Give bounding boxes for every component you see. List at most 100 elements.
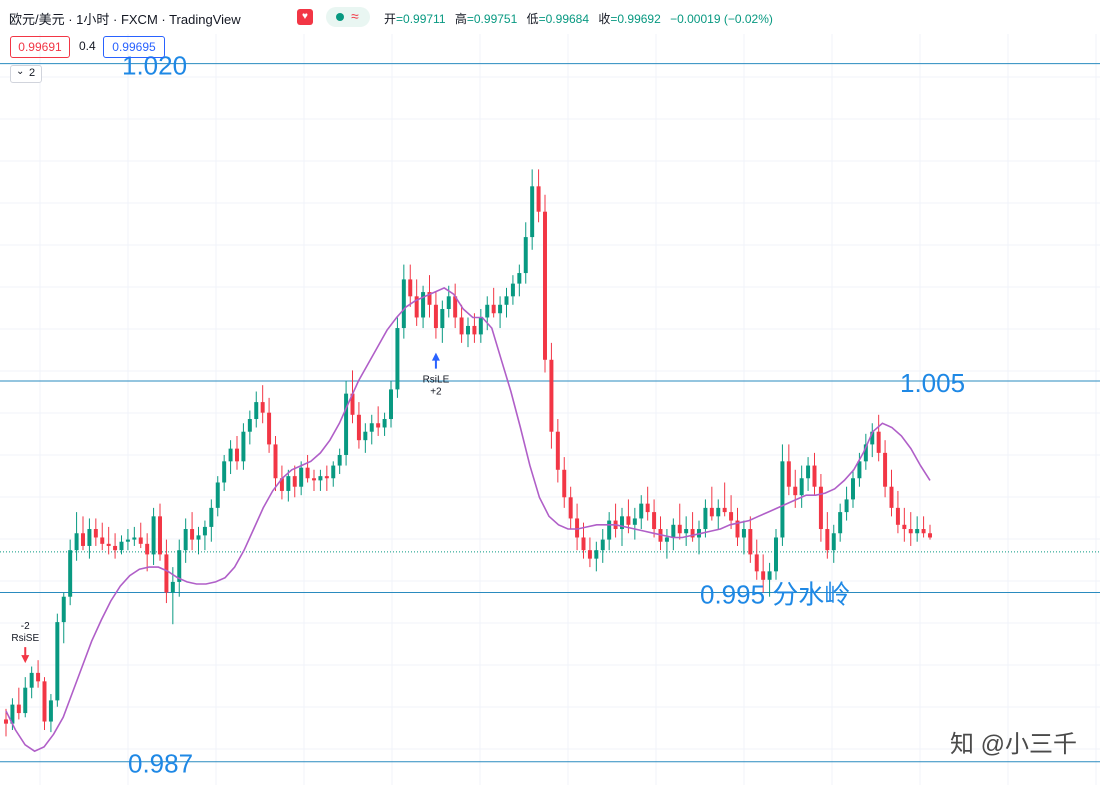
horizontal-levels [0, 63, 1100, 763]
indicators-toggle-button[interactable]: ⌄ 2 [10, 65, 42, 83]
candle-body [440, 309, 445, 329]
candle-body [895, 507, 900, 525]
candle-body [421, 292, 426, 318]
candle-body [158, 516, 162, 555]
candle-body [177, 550, 182, 582]
candle-body [247, 419, 252, 432]
candle-body [530, 186, 535, 238]
candle-body [921, 529, 926, 534]
candle-body [652, 512, 657, 530]
spread-value: 0.4 [79, 39, 96, 53]
candle-body [472, 325, 477, 335]
candle-body [190, 529, 195, 540]
candle-body [722, 507, 727, 513]
candle-body [504, 296, 509, 305]
candle-body [433, 304, 438, 329]
candle-body [587, 550, 592, 559]
candle-body [735, 520, 740, 538]
bid-price-button[interactable]: 0.99691 [10, 36, 70, 58]
candle-body [324, 476, 329, 479]
candle-body [466, 325, 470, 335]
moving-average-line [5, 286, 931, 753]
candle-body [401, 279, 406, 329]
low-value: =0.99684 [538, 12, 590, 26]
candle-body [774, 537, 778, 572]
ask-price-button[interactable]: 0.99695 [103, 36, 165, 58]
candle-body [151, 516, 156, 555]
candle-body [235, 448, 239, 462]
candle-body [29, 672, 34, 688]
candle-body [620, 516, 624, 530]
candle-body [279, 478, 284, 491]
candle-body [555, 431, 560, 470]
market-status-pill[interactable]: ≈ [326, 7, 370, 27]
candle-body [883, 452, 888, 487]
candle-body [446, 296, 451, 310]
change-value: −0.00019 (−0.02%) [670, 12, 773, 26]
candle-body [414, 296, 419, 318]
status-dot-icon [336, 13, 344, 21]
candle-body [209, 507, 214, 527]
candle-body [260, 402, 265, 413]
candle-body [42, 681, 47, 722]
candlestick-series [4, 169, 932, 737]
candle-body [331, 465, 336, 479]
chart-header: 欧元/美元 · 1小时 · FXCM · TradingView ♥ ≈ 开=0… [0, 0, 1100, 34]
candle-body [825, 529, 830, 551]
candle-body [48, 700, 53, 722]
candle-body [106, 543, 111, 546]
candle-body [87, 529, 92, 546]
candle-body [389, 389, 393, 420]
moving-average-series [5, 286, 931, 753]
indicator-count: 2 [29, 67, 36, 79]
close-value: =0.99692 [610, 12, 661, 26]
candle-body [254, 402, 259, 420]
level-label: 1.020 [122, 50, 187, 80]
candle-body [754, 554, 759, 572]
candle-body [61, 596, 66, 623]
candle-body [183, 529, 188, 551]
level-labels: 1.020 1.005 0.995 分水岭 0.987 [122, 50, 965, 778]
candle-body [145, 543, 150, 555]
candle-body [350, 393, 355, 415]
candle-body [36, 672, 41, 682]
candle-body [273, 444, 278, 479]
candle-body [523, 237, 528, 274]
heart-icon[interactable]: ♥ [297, 9, 313, 25]
candle-body [228, 448, 233, 462]
candle-body [4, 719, 8, 724]
candle-body [915, 529, 920, 534]
candle-body [543, 211, 547, 360]
level-label: 0.995 分水岭 [700, 579, 850, 609]
sell-arrow-icon [21, 647, 30, 664]
candle-body [222, 461, 227, 483]
wave-icon: ≈ [351, 8, 359, 24]
candle-body [857, 461, 862, 479]
candle-body [376, 423, 381, 428]
candle-body [312, 478, 316, 481]
candle-body [645, 503, 650, 513]
candle-body [125, 539, 130, 542]
candle-body [74, 533, 79, 551]
candle-body [780, 461, 785, 538]
candle-body [55, 622, 60, 701]
candle-body [23, 687, 28, 714]
candle-body [863, 444, 868, 462]
candle-body [318, 476, 323, 481]
candle-body [690, 529, 695, 538]
candle-body [581, 537, 586, 551]
candle-body [851, 478, 855, 500]
candle-body [459, 317, 464, 335]
ohlc-readout: 开=0.99711 高=0.99751 低=0.99684 收=0.99692 … [384, 12, 773, 26]
candle-body [928, 533, 932, 538]
candle-body [68, 550, 73, 597]
candle-body [369, 423, 374, 432]
candle-body [799, 478, 804, 496]
candle-body [408, 279, 413, 297]
candle-body [138, 537, 143, 544]
symbol-title[interactable]: 欧元/美元 · 1小时 · FXCM · TradingView [9, 12, 241, 27]
candle-body [164, 554, 169, 593]
candle-body [485, 304, 490, 318]
